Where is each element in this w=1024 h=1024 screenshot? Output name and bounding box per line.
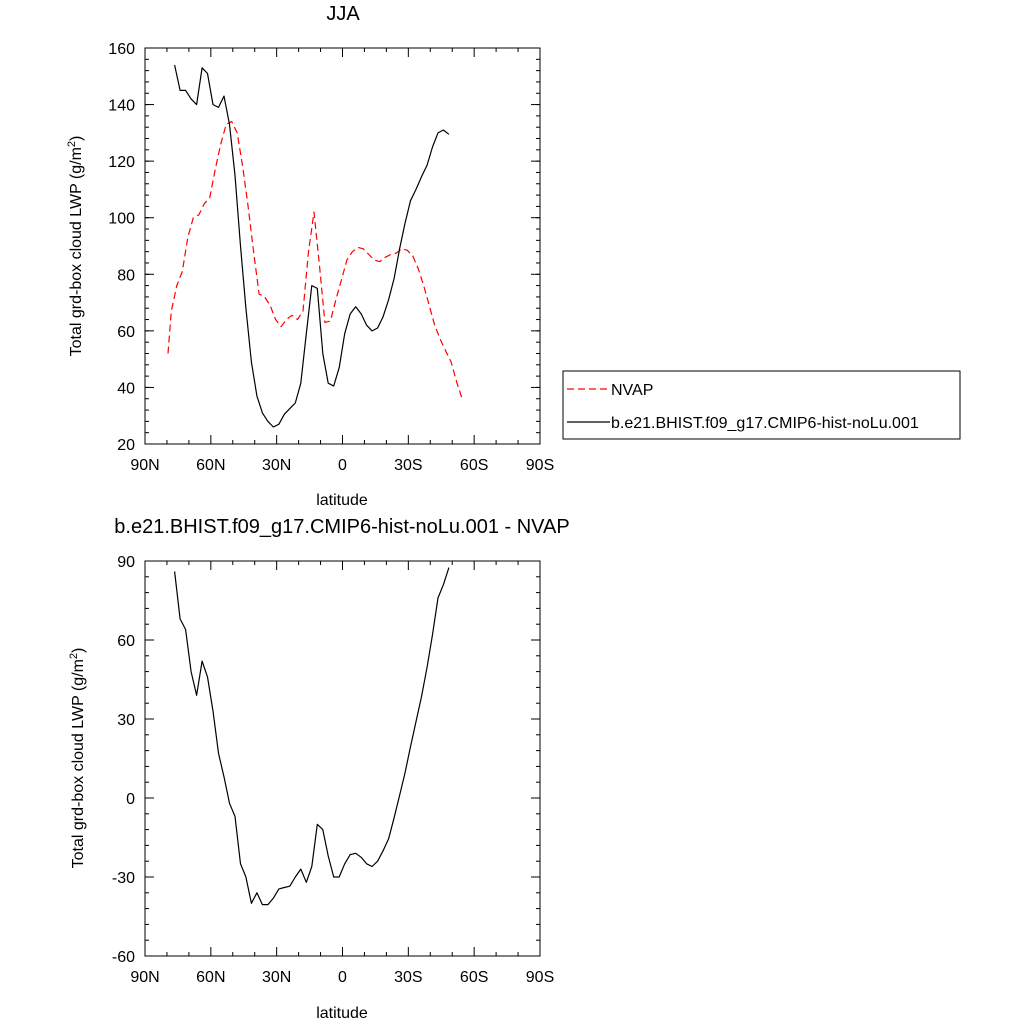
chart-top-y-tick-label: 60 [117,324,135,341]
chart-bottom-y-tick-labels: -60 -30 0 30 60 90 [112,554,135,966]
chart-bottom-y-axis-label-sup: 2 [68,653,80,659]
chart-bottom-y-tick-label: -60 [112,949,135,966]
chart-bottom-x-tick-label: 0 [338,969,347,986]
chart-top-y-axis-label-tail: ) [68,136,85,141]
legend-box [562,370,961,440]
legend-model-label: b.e21.BHIST.f09_g17.CMIP6-hist-noLu.001 [611,415,919,432]
chart-top-y-tick-label: 80 [117,267,135,284]
chart-top-x-tick-label: 0 [338,457,347,474]
chart-top-x-tick-labels: 90N 60N 30N 0 30S 60S 90S [130,457,554,474]
chart-top-x-tick-label: 90S [526,457,554,474]
chart-top-frame [144,47,541,445]
chart-bottom-y-axis-label-main: Total grd-box cloud LWP (g/m [70,659,87,868]
chart-bottom-x-tick-label: 60N [196,969,225,986]
chart-bottom: b.e21.BHIST.f09_g17.CMIP6-hist-noLu.001 … [68,516,570,1022]
chart-top-y-tick-label: 160 [108,41,135,58]
chart-top-title: JJA [326,3,360,25]
chart-bottom-y-tick-label: -30 [112,870,135,887]
chart-top-x-tick-label: 30S [394,457,422,474]
chart-bottom-x-tick-label: 30N [262,969,291,986]
chart-bottom-x-tick-labels: 90N 60N 30N 0 30S 60S 90S [130,969,554,986]
chart-bottom-series [174,567,450,906]
chart-bottom-title: b.e21.BHIST.f09_g17.CMIP6-hist-noLu.001 … [114,516,569,538]
chart-top-y-axis-label: Total grd-box cloud LWP (g/m2) [66,136,85,357]
chart-top-x-tick-label: 90N [130,457,159,474]
chart-bottom-y-tick-label: 60 [117,633,135,650]
chart-bottom-x-tick-label: 90S [526,969,554,986]
chart-top-y-axis-label-sup: 2 [66,141,78,147]
chart-top-y-tick-label: 120 [108,154,135,171]
chart-bottom-y-tick-label: 30 [117,712,135,729]
chart-bottom-y-tick-label: 0 [126,791,135,808]
chart-top-series-line-b-e21-bhist-f09-g17-cmip6-hist-nolu-001 [174,64,450,428]
chart-top-x-tick-label: 60S [460,457,488,474]
chart-bottom-x-tick-label: 60S [460,969,488,986]
chart-top-y-tick-label: 40 [117,380,135,397]
chart-top: JJA 90N 60N 30N 0 30S 60S 90S 20 40 60 80 100 120 14… [66,3,554,509]
chart-top-y-axis-label-main: Total grd-box cloud LWP (g/m [68,147,85,356]
legend: NVAP b.e21.BHIST.f09_g17.CMIP6-hist-noLu… [562,370,961,440]
chart-top-y-tick-labels: 20 40 60 80 100 120 140 160 [108,41,135,454]
chart-bottom-y-tick-label: 90 [117,554,135,571]
chart-bottom-ticks [144,560,541,957]
chart-top-y-tick-label: 100 [108,211,135,228]
chart-top-y-tick-label: 20 [117,437,135,454]
chart-top-ticks [144,47,541,445]
chart-top-x-axis-label: latitude [316,492,368,509]
chart-bottom-x-axis-label: latitude [316,1005,368,1022]
chart-bottom-x-tick-label: 30S [394,969,422,986]
chart-bottom-y-axis-label-tail: ) [70,648,87,653]
chart-bottom-y-axis-label: Total grd-box cloud LWP (g/m2) [68,648,87,869]
chart-bottom-series-line-0 [174,567,450,906]
chart-top-series-line-nvap [167,120,463,399]
chart-top-series [167,64,463,428]
chart-bottom-frame [144,560,541,957]
chart-top-x-tick-label: 60N [196,457,225,474]
chart-top-x-tick-label: 30N [262,457,291,474]
chart-top-y-tick-label: 140 [108,98,135,115]
chart-bottom-x-tick-label: 90N [130,969,159,986]
legend-nvap-label: NVAP [611,382,653,399]
